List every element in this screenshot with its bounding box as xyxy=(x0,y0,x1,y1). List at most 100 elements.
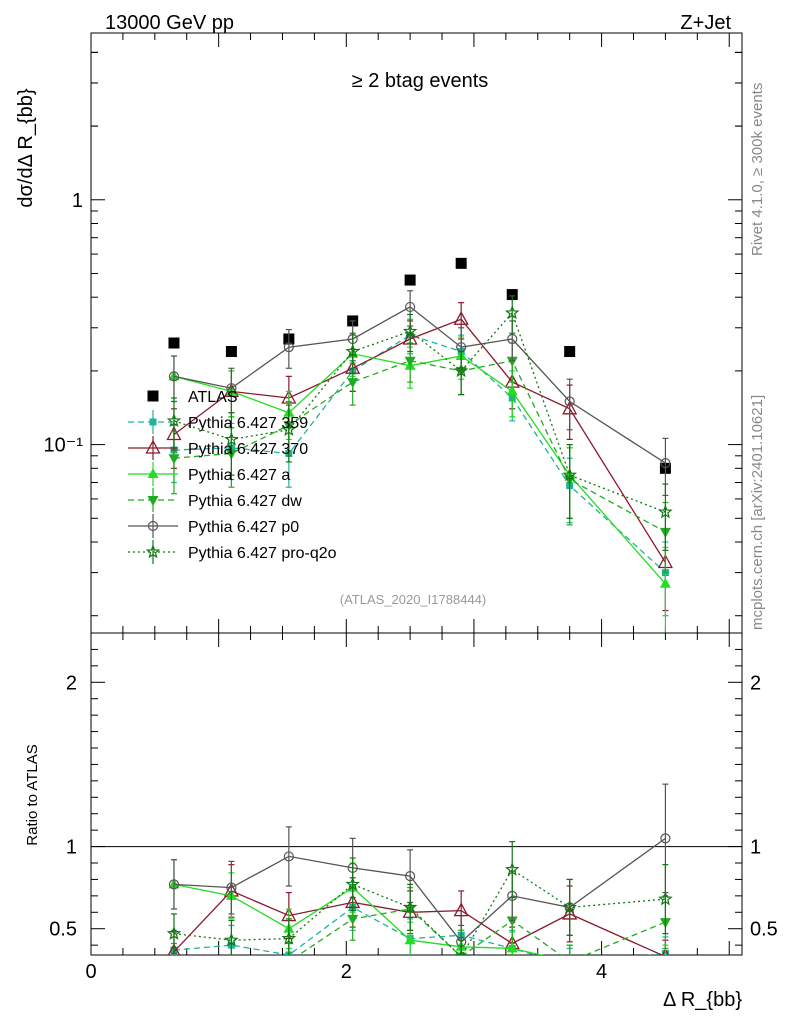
data-point-pq2o xyxy=(345,876,360,891)
rivet-label: Rivet 4.1.0, ≥ 300k events xyxy=(749,83,766,256)
data-point-pp0 xyxy=(168,371,180,382)
data-point-pa xyxy=(660,956,671,966)
data-point-pq2o xyxy=(658,504,673,519)
ratio-axis-ticks xyxy=(90,633,742,955)
x-tick-label: 0 xyxy=(85,961,96,983)
data-point-pq2o xyxy=(281,422,297,436)
data-point-data xyxy=(455,257,467,269)
data-point-pdw xyxy=(168,454,180,465)
data-point-pq2o xyxy=(281,930,297,945)
x-tick-label: 2 xyxy=(341,961,352,983)
y-tick-label: 0.5 xyxy=(750,919,778,941)
y-tick-label: 2 xyxy=(750,672,761,694)
x-tick-label: 4 xyxy=(596,961,607,983)
main-axis-ticks xyxy=(90,33,742,633)
data-point-pq2o xyxy=(453,948,469,955)
process-label: Z+Jet xyxy=(680,12,731,34)
data-point-data xyxy=(564,346,576,358)
data-point-pq2o xyxy=(562,467,577,482)
y-tick-label: 2 xyxy=(66,672,77,694)
series-line-pdw xyxy=(297,908,666,955)
legend-label-data: ATLAS xyxy=(188,389,238,406)
data-point-pq2o xyxy=(345,343,360,358)
data-point-pp0 xyxy=(564,396,575,407)
legend: ATLAS Pythia 6.427 359 Pythia 6.427 370 Pyt… xyxy=(128,389,337,564)
series-line-pq2o xyxy=(173,868,666,955)
main-y-axis-label: dσ/dΔ R_{bb} xyxy=(15,88,37,207)
legend-marker-p359 xyxy=(149,418,157,426)
main-plot-frame xyxy=(90,32,743,634)
legend-item-pdw: Pythia 6.427 dw xyxy=(128,488,302,512)
data-point-pp0 xyxy=(226,882,237,893)
data-point-pdw xyxy=(564,958,575,968)
data-point-data xyxy=(168,337,180,349)
y-tick-label: 0.5 xyxy=(49,919,77,941)
data-point-data xyxy=(404,274,416,286)
data-point-pdw xyxy=(506,356,518,367)
legend-label-pa: Pythia 6.427 a xyxy=(188,467,290,484)
legend-marker-pp0 xyxy=(147,520,159,532)
data-point-pq2o xyxy=(504,305,520,320)
y-tick-label: 1 xyxy=(66,837,77,859)
data-point-pp0 xyxy=(226,383,237,394)
legend-item-pp0: Pythia 6.427 p0 xyxy=(128,514,299,538)
main-y-tick-labels: 10⁻¹ 1 xyxy=(44,190,84,457)
data-point-pdw xyxy=(404,356,416,367)
data-point-pq2o xyxy=(453,363,469,378)
legend-label-p370: Pythia 6.427 370 xyxy=(188,441,308,458)
legend-item-pa: Pythia 6.427 a xyxy=(128,462,290,486)
data-point-pq2o xyxy=(166,925,182,940)
x-axis-label: Δ R_{bb} xyxy=(663,989,742,1011)
data-point-pp0 xyxy=(660,833,671,844)
data-point-pdw xyxy=(168,958,179,968)
legend-marker-p370 xyxy=(145,439,161,454)
legend-item-p359: Pythia 6.427 359 xyxy=(128,410,308,434)
data-point-p359 xyxy=(566,961,573,968)
data-point-pq2o xyxy=(224,431,239,446)
data-point-pdw xyxy=(347,914,359,925)
legend-marker-pa xyxy=(147,468,159,478)
series-line-pdw xyxy=(173,360,666,533)
data-point-pp0 xyxy=(168,879,180,890)
data-point-pq2o xyxy=(166,413,182,428)
analysis-label: (ATLAS_2020_I1788444) xyxy=(340,592,486,607)
legend-item-pq2o: Pythia 6.427 pro-q2o xyxy=(128,540,337,564)
data-point-pa xyxy=(659,577,671,588)
data-point-pq2o xyxy=(402,323,418,338)
legend-marker-data xyxy=(147,390,159,402)
series-line-p370 xyxy=(173,890,664,955)
selection-label: ≥ 2 btag events xyxy=(352,70,489,92)
data-point-p370 xyxy=(453,902,469,917)
series-line-p359 xyxy=(173,906,666,955)
series-pq2o xyxy=(166,295,673,551)
main-panel: 10⁻¹ 1 xyxy=(44,32,743,634)
main-series-layer xyxy=(166,257,674,633)
y-tick-label: 1 xyxy=(750,837,761,859)
data-point-pq2o xyxy=(224,932,239,947)
y-tick-label: 10⁻¹ xyxy=(44,435,84,457)
data-point-pp0 xyxy=(283,851,294,862)
data-point-pa xyxy=(506,385,518,396)
legend-label-pq2o: Pythia 6.427 pro-q2o xyxy=(188,545,337,562)
data-point-pq2o xyxy=(504,861,520,876)
series-line-pp0 xyxy=(173,837,666,943)
legend-marker-pdw xyxy=(147,496,159,506)
legend-item-data: ATLAS xyxy=(147,389,238,406)
data-point-pa xyxy=(404,934,416,945)
ratio-series-layer xyxy=(166,783,673,968)
y-tick-label: 1 xyxy=(72,190,83,212)
series-line-pp0 xyxy=(173,306,666,464)
data-point-data xyxy=(225,346,237,358)
series-pp0 xyxy=(168,783,671,955)
ratio-plot-frame xyxy=(90,632,743,956)
legend-label-p359: Pythia 6.427 359 xyxy=(188,415,308,432)
ratio-panel: 0.5 0.5 1 1 2 2 0 2 4 xyxy=(49,632,778,983)
data-point-pp0 xyxy=(405,871,416,882)
data-point-p370 xyxy=(453,310,469,325)
ratio-y-tick-labels: 0.5 0.5 1 1 2 2 xyxy=(49,672,778,940)
data-point-pa xyxy=(506,942,518,953)
data-point-data xyxy=(506,289,518,301)
data-point-pdw xyxy=(226,958,237,968)
series-p359 xyxy=(170,883,669,968)
